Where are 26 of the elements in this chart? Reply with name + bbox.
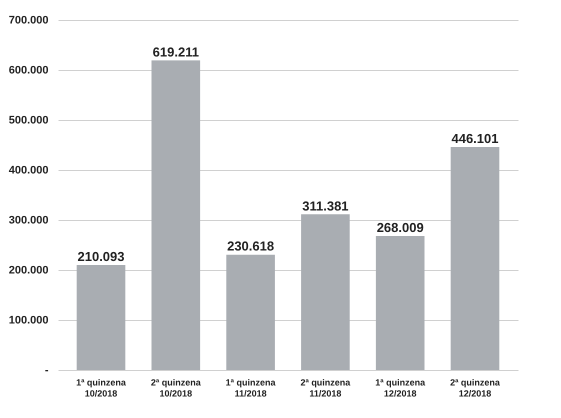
y-tick-label: 500.000 xyxy=(8,114,48,126)
y-tick-label: 400.000 xyxy=(8,164,48,176)
bar xyxy=(226,254,275,370)
y-tick-label: 200.000 xyxy=(8,264,48,276)
bar xyxy=(151,60,200,370)
x-tick-label: 1ª quinzena 11/2018 xyxy=(226,378,277,398)
x-tick-label: 1ª quinzena 12/2018 xyxy=(375,378,426,398)
y-tick-label: - xyxy=(44,364,49,376)
bar xyxy=(76,264,126,370)
data-label: 210.093 xyxy=(78,248,125,264)
x-tick-label: 2ª quinzena 11/2018 xyxy=(300,378,352,398)
y-tick-label: 600.000 xyxy=(8,64,48,76)
bar xyxy=(376,236,425,370)
bar xyxy=(450,146,500,370)
data-label: 268.009 xyxy=(376,220,424,235)
y-tick-label: 700.000 xyxy=(8,14,48,26)
data-label: 311.381 xyxy=(302,198,349,214)
x-tick-label: 1ª quinzena 10/2018 xyxy=(76,378,127,398)
data-label: 230.618 xyxy=(227,238,274,254)
y-tick-label: 300.000 xyxy=(8,214,48,226)
x-tick-label: 2ª quinzena 12/2018 xyxy=(450,378,501,398)
data-label: 446.101 xyxy=(451,130,498,146)
bar xyxy=(301,214,350,370)
x-tick-label: 2ª quinzena 10/2018 xyxy=(150,378,202,398)
y-tick-label: 100.000 xyxy=(8,314,48,326)
data-label: 619.211 xyxy=(152,44,199,60)
